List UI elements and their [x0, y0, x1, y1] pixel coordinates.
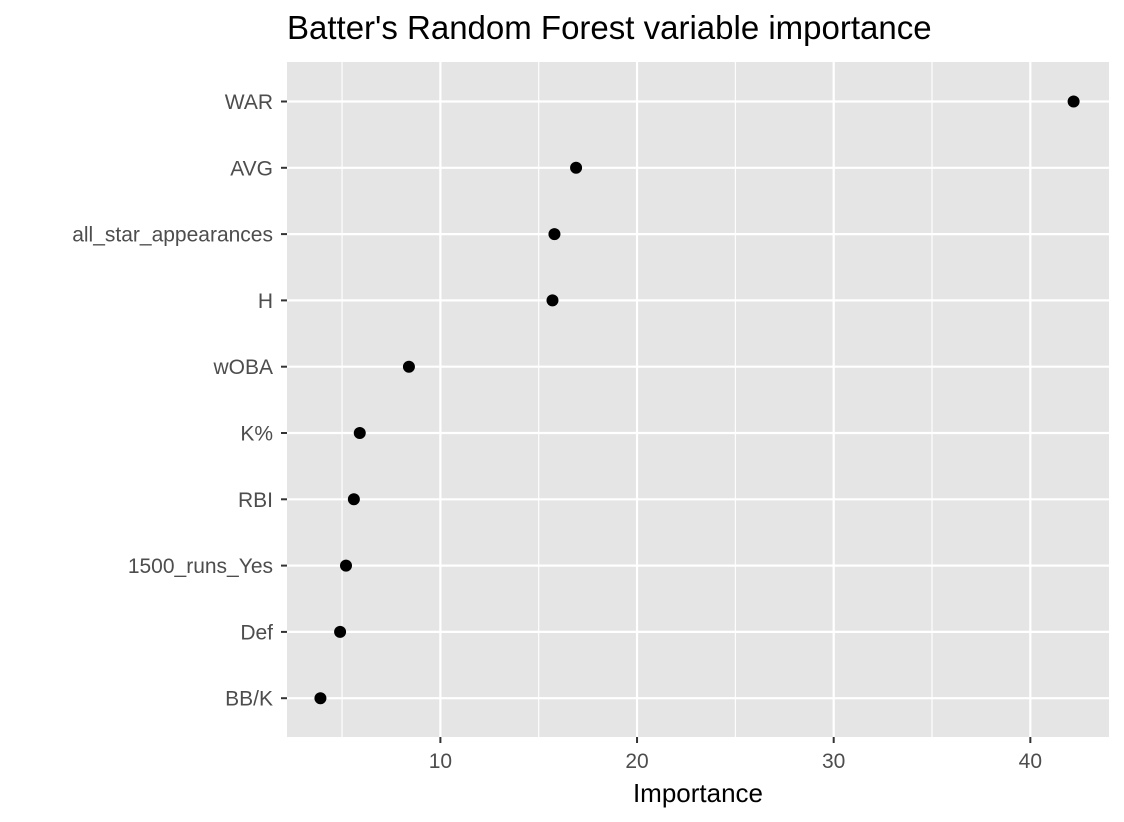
chart-title: Batter's Random Forest variable importan… [287, 9, 932, 46]
plot-panel [287, 62, 1109, 737]
y-tick-label-6: RBI [238, 489, 273, 512]
y-tick-label-4: wOBA [212, 356, 273, 379]
data-point-9 [314, 692, 327, 705]
y-tick-label-5: K% [240, 423, 273, 446]
data-point-0 [1067, 95, 1080, 108]
y-tick-label-9: BB/K [225, 688, 273, 711]
x-tick-label-10: 10 [429, 750, 452, 773]
data-points [314, 95, 1080, 705]
y-tick-label-8: Def [240, 621, 273, 644]
data-point-3 [546, 294, 559, 307]
y-tick-label-2: all_star_appearances [72, 224, 273, 247]
x-tick-label-40: 40 [1019, 750, 1042, 773]
x-tick-label-30: 30 [822, 750, 845, 773]
y-tick-label-1: AVG [230, 157, 273, 180]
grid-lines [287, 62, 1109, 737]
y-tick-label-0: WAR [225, 91, 273, 114]
y-tick-label-3: H [258, 290, 273, 313]
data-point-7 [339, 559, 352, 572]
x-axis-title: Importance [633, 778, 763, 808]
data-point-5 [353, 427, 366, 439]
data-point-1 [570, 161, 583, 174]
axis-ticks [281, 100, 1032, 743]
data-point-2 [548, 228, 561, 241]
data-point-6 [347, 493, 360, 506]
x-tick-label-20: 20 [625, 750, 648, 773]
data-point-8 [334, 625, 347, 638]
y-tick-label-7: 1500_runs_Yes [128, 555, 273, 578]
data-point-4 [402, 360, 415, 373]
